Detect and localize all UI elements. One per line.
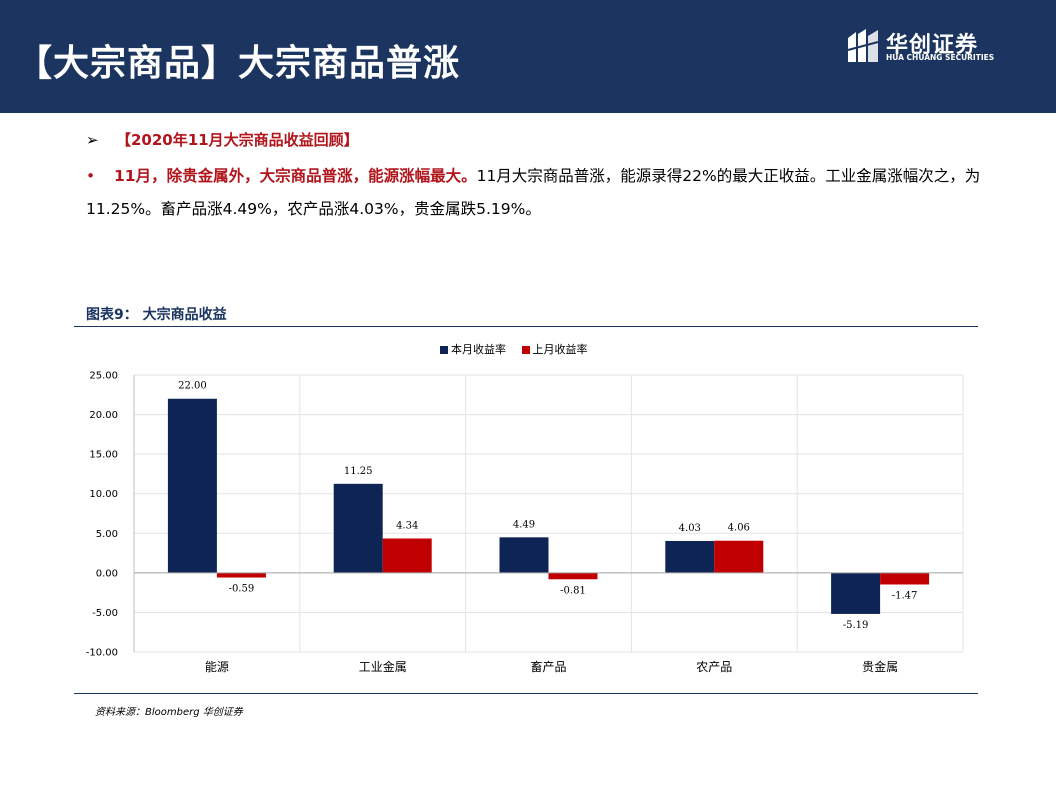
data-label: 4.49 bbox=[513, 519, 535, 530]
bar-previous bbox=[548, 572, 598, 580]
x-tick-label: 农产品 bbox=[696, 660, 732, 674]
legend-swatch-current bbox=[440, 346, 448, 354]
bar-current bbox=[333, 483, 383, 573]
bar-previous bbox=[714, 540, 764, 573]
summary-paragraph: • 11月，除贵金属外，大宗商品普涨，能源涨幅最大。11月大宗商品普涨，能源录得2… bbox=[86, 160, 986, 226]
data-label: 11.25 bbox=[344, 466, 373, 477]
page-title: 【大宗商品】大宗商品普涨 bbox=[16, 43, 461, 84]
y-tick-label: 25.00 bbox=[89, 371, 118, 382]
figure-title: 图表9： 大宗商品收益 bbox=[86, 307, 227, 323]
chart-legend: 本月收益率 上月收益率 bbox=[440, 341, 600, 357]
section-heading: ➢ 【2020年11月大宗商品收益回顾】 bbox=[86, 129, 359, 150]
bar-previous bbox=[216, 572, 266, 578]
data-label: 4.34 bbox=[396, 521, 418, 532]
y-tick-label: 5.00 bbox=[96, 529, 118, 540]
bar-previous bbox=[880, 572, 930, 585]
legend-item-current: 本月收益率 bbox=[440, 341, 506, 357]
summary-lead: 11月，除贵金属外，大宗商品普涨，能源涨幅最大。 bbox=[114, 167, 477, 185]
x-tick-label: 工业金属 bbox=[359, 659, 407, 674]
data-label: -0.59 bbox=[229, 584, 255, 595]
x-tick-label: 畜产品 bbox=[530, 659, 566, 674]
data-label: -0.81 bbox=[560, 585, 586, 596]
y-tick-label: -10.00 bbox=[86, 648, 118, 659]
figure-bottom-rule bbox=[74, 693, 978, 694]
data-source-note: 资料来源：Bloomberg 华创证券 bbox=[95, 707, 243, 718]
arrow-bullet-icon: ➢ bbox=[86, 131, 99, 149]
bar-current bbox=[499, 537, 549, 573]
y-tick-label: 15.00 bbox=[89, 450, 118, 461]
legend-label-current: 本月收益率 bbox=[451, 343, 506, 356]
data-label: 4.03 bbox=[679, 523, 701, 534]
y-tick-label: -5.00 bbox=[92, 608, 118, 619]
x-tick-label: 能源 bbox=[205, 660, 229, 674]
data-label: -1.47 bbox=[892, 590, 918, 601]
data-label: 22.00 bbox=[178, 381, 207, 392]
bar-current bbox=[831, 572, 881, 614]
company-logo: 华创证券 HUA CHUANG SECURITIES bbox=[846, 28, 1006, 68]
bar-previous bbox=[382, 538, 432, 573]
x-tick-label: 贵金属 bbox=[862, 659, 898, 674]
legend-item-previous: 上月收益率 bbox=[521, 341, 588, 357]
heading-text: 【2020年11月大宗商品收益回顾】 bbox=[116, 131, 359, 149]
y-tick-label: 10.00 bbox=[89, 489, 118, 500]
figure-top-rule bbox=[74, 326, 978, 327]
summary-body: 11月大宗商品普涨，能源录得22%的最大正收益。工业金属涨幅次之，为11.25%… bbox=[86, 167, 981, 218]
logo-chinese-name: 华创证券 bbox=[886, 33, 979, 58]
bar-current bbox=[665, 540, 715, 573]
data-label: -5.19 bbox=[843, 620, 869, 631]
logo-mark-icon bbox=[847, 29, 879, 62]
bar-current bbox=[167, 398, 217, 573]
logo-english-name: HUA CHUANG SECURITIES bbox=[886, 53, 995, 62]
header-bar: 【大宗商品】大宗商品普涨 华创证券 HUA CHUANG SECURITIES bbox=[0, 0, 1056, 113]
data-label: 4.06 bbox=[728, 523, 750, 534]
y-tick-label: 0.00 bbox=[96, 568, 118, 579]
y-tick-label: 20.00 bbox=[89, 410, 118, 421]
legend-label-previous: 上月收益率 bbox=[532, 343, 588, 356]
bullet-dot-icon: • bbox=[86, 167, 96, 185]
legend-swatch-previous bbox=[521, 346, 530, 354]
